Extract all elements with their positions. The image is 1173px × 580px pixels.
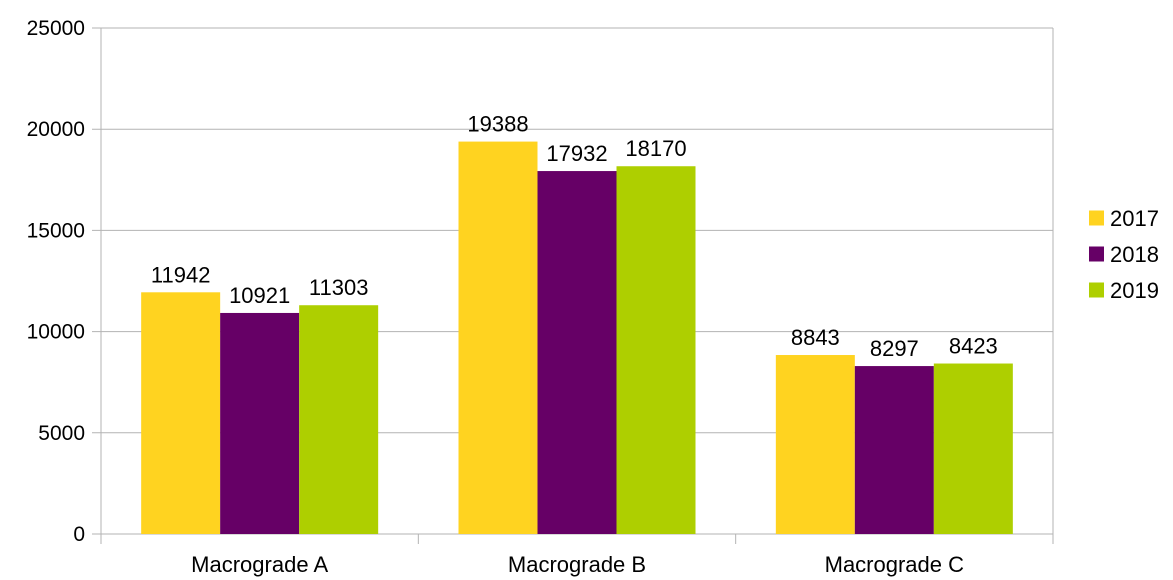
data-label: 18170 bbox=[625, 136, 686, 161]
data-label: 10921 bbox=[229, 283, 290, 308]
data-label: 8843 bbox=[791, 325, 840, 350]
data-label: 11303 bbox=[309, 275, 369, 300]
bar-2017-macrograde-a bbox=[141, 292, 221, 534]
data-label: 11942 bbox=[151, 262, 211, 287]
data-label: 8423 bbox=[949, 334, 998, 359]
bar-2019-macrograde-a bbox=[299, 305, 379, 534]
legend-label: 2017 bbox=[1110, 206, 1159, 231]
legend: 2017 2018 2019 bbox=[1089, 206, 1159, 303]
y-tick-label: 25000 bbox=[27, 17, 85, 40]
x-category-label: Macrograde A bbox=[191, 552, 328, 577]
y-tick-label: 5000 bbox=[38, 422, 85, 445]
y-tick-label: 10000 bbox=[27, 321, 85, 344]
bar-2019-macrograde-c bbox=[933, 363, 1013, 534]
bar-2017-macrograde-b bbox=[458, 141, 538, 534]
y-tick-label: 20000 bbox=[27, 118, 85, 141]
y-tick-label: 15000 bbox=[27, 219, 85, 242]
bar-2017-macrograde-c bbox=[775, 355, 855, 534]
y-axis-ticks: 0 5000 10000 15000 20000 25000 bbox=[27, 17, 85, 546]
legend-swatch-2019 bbox=[1089, 282, 1104, 298]
bar-2018-macrograde-b bbox=[537, 171, 617, 534]
data-label: 8297 bbox=[870, 336, 919, 361]
legend-swatch-2018 bbox=[1089, 246, 1104, 262]
bar-2018-macrograde-a bbox=[220, 312, 300, 534]
x-category-label: Macrograde C bbox=[825, 552, 965, 577]
legend-swatch-2017 bbox=[1089, 210, 1104, 226]
legend-label: 2019 bbox=[1110, 278, 1159, 303]
data-label: 17932 bbox=[546, 141, 607, 166]
bar-2018-macrograde-c bbox=[854, 366, 934, 534]
bar-2019-macrograde-b bbox=[616, 166, 696, 534]
data-labels: 11942 10921 11303 19388 17932 18170 8843 8297 84… bbox=[151, 112, 998, 361]
data-label: 19388 bbox=[467, 112, 528, 137]
legend-label: 2018 bbox=[1110, 242, 1159, 267]
x-axis-categories: Macrograde A Macrograde B Macrograde C bbox=[191, 552, 964, 577]
bars bbox=[141, 141, 1013, 534]
y-tick-label: 0 bbox=[73, 523, 85, 546]
x-category-label: Macrograde B bbox=[508, 552, 646, 577]
